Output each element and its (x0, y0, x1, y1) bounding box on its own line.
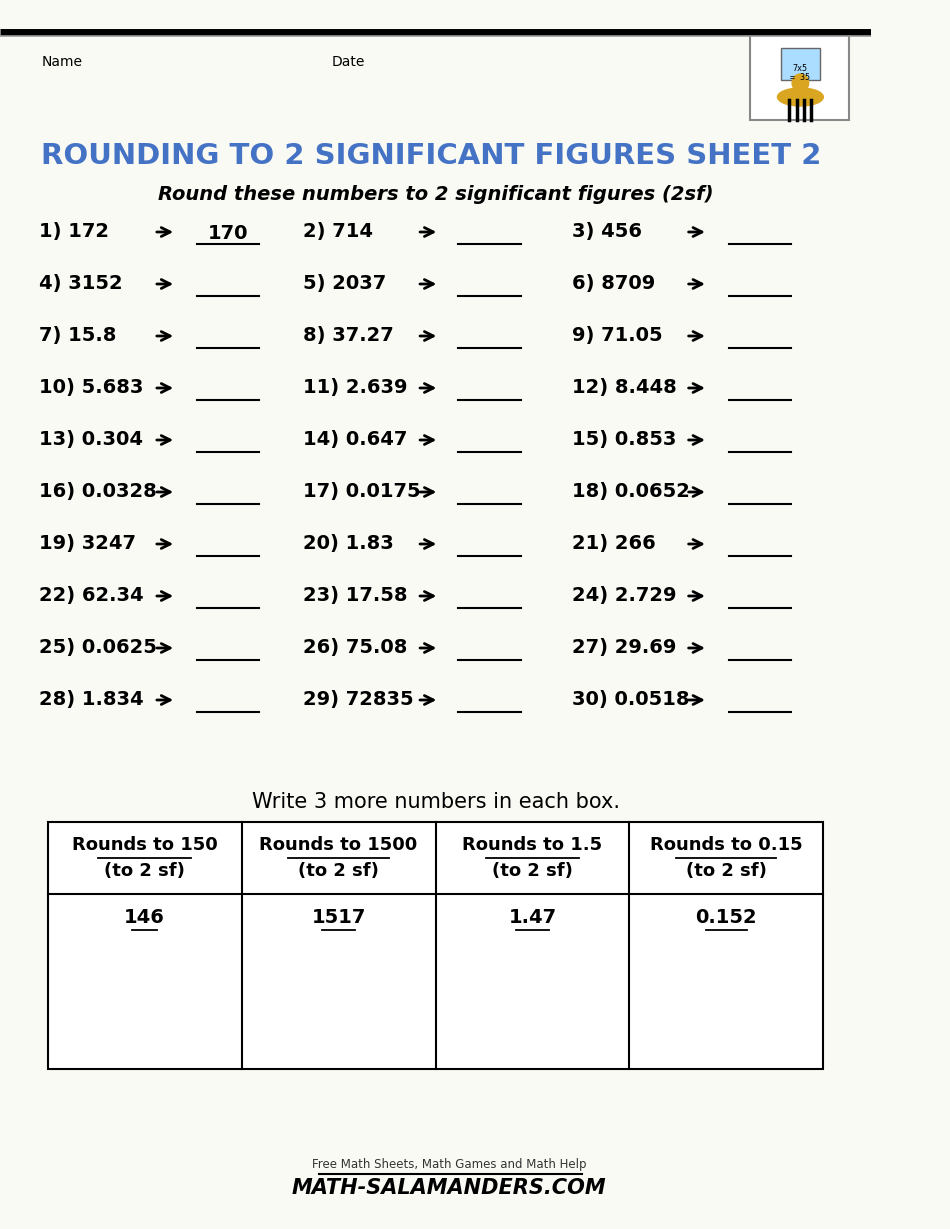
Text: 1517: 1517 (312, 908, 366, 927)
Text: 8) 37.27: 8) 37.27 (302, 326, 393, 345)
Text: 30) 0.0518: 30) 0.0518 (572, 689, 690, 709)
Text: MATH-SALAMANDERS.COM: MATH-SALAMANDERS.COM (292, 1179, 606, 1198)
Text: 0.152: 0.152 (695, 908, 757, 927)
Text: (to 2 sf): (to 2 sf) (492, 862, 573, 880)
Circle shape (792, 74, 808, 92)
Text: 24) 2.729: 24) 2.729 (572, 586, 676, 605)
Text: Rounds to 1.5: Rounds to 1.5 (463, 836, 602, 854)
Text: Name: Name (41, 55, 83, 69)
Ellipse shape (777, 88, 824, 106)
Text: 27) 29.69: 27) 29.69 (572, 638, 676, 658)
Text: Date: Date (332, 55, 365, 69)
Text: 1.47: 1.47 (508, 908, 557, 927)
Text: ROUNDING TO 2 SIGNIFICANT FIGURES SHEET 2: ROUNDING TO 2 SIGNIFICANT FIGURES SHEET … (41, 143, 822, 170)
Text: 7x5: 7x5 (793, 64, 808, 73)
Text: Round these numbers to 2 significant figures (2sf): Round these numbers to 2 significant fig… (158, 186, 713, 204)
Text: 17) 0.0175: 17) 0.0175 (302, 482, 420, 501)
Text: 21) 266: 21) 266 (572, 533, 656, 553)
Text: 28) 1.834: 28) 1.834 (39, 689, 143, 709)
Text: 18) 0.0652: 18) 0.0652 (572, 482, 690, 501)
Text: 25) 0.0625: 25) 0.0625 (39, 638, 157, 658)
Text: 4) 3152: 4) 3152 (39, 274, 123, 293)
Text: 19) 3247: 19) 3247 (39, 533, 136, 553)
Text: = 35: = 35 (790, 73, 810, 82)
Text: 14) 0.647: 14) 0.647 (302, 430, 407, 449)
Text: 10) 5.683: 10) 5.683 (39, 379, 142, 397)
Text: 1) 172: 1) 172 (39, 222, 108, 241)
Text: 23) 17.58: 23) 17.58 (302, 586, 407, 605)
Text: Free Math Sheets, Math Games and Math Help: Free Math Sheets, Math Games and Math He… (312, 1158, 586, 1171)
Text: 12) 8.448: 12) 8.448 (572, 379, 676, 397)
Text: 9) 71.05: 9) 71.05 (572, 326, 663, 345)
Text: 11) 2.639: 11) 2.639 (302, 379, 407, 397)
Text: 146: 146 (124, 908, 165, 927)
Text: 22) 62.34: 22) 62.34 (39, 586, 143, 605)
Bar (750, 32, 849, 120)
Text: (to 2 sf): (to 2 sf) (104, 862, 185, 880)
Text: 170: 170 (208, 224, 249, 243)
Text: 20) 1.83: 20) 1.83 (302, 533, 393, 553)
Text: 15) 0.853: 15) 0.853 (572, 430, 676, 449)
Text: Write 3 more numbers in each box.: Write 3 more numbers in each box. (252, 791, 619, 812)
Text: 26) 75.08: 26) 75.08 (302, 638, 407, 658)
Text: Rounds to 0.15: Rounds to 0.15 (650, 836, 803, 854)
Bar (781, 48, 820, 80)
Text: (to 2 sf): (to 2 sf) (298, 862, 379, 880)
Text: 2) 714: 2) 714 (302, 222, 372, 241)
Text: (to 2 sf): (to 2 sf) (686, 862, 767, 880)
Text: 3) 456: 3) 456 (572, 222, 642, 241)
Text: 29) 72835: 29) 72835 (302, 689, 413, 709)
Text: Rounds to 1500: Rounds to 1500 (259, 836, 418, 854)
Text: 7) 15.8: 7) 15.8 (39, 326, 116, 345)
Bar (48, 822, 824, 1069)
Text: 13) 0.304: 13) 0.304 (39, 430, 142, 449)
Text: 6) 8709: 6) 8709 (572, 274, 656, 293)
Text: 5) 2037: 5) 2037 (302, 274, 386, 293)
Text: 16) 0.0328: 16) 0.0328 (39, 482, 156, 501)
Text: Rounds to 150: Rounds to 150 (72, 836, 218, 854)
